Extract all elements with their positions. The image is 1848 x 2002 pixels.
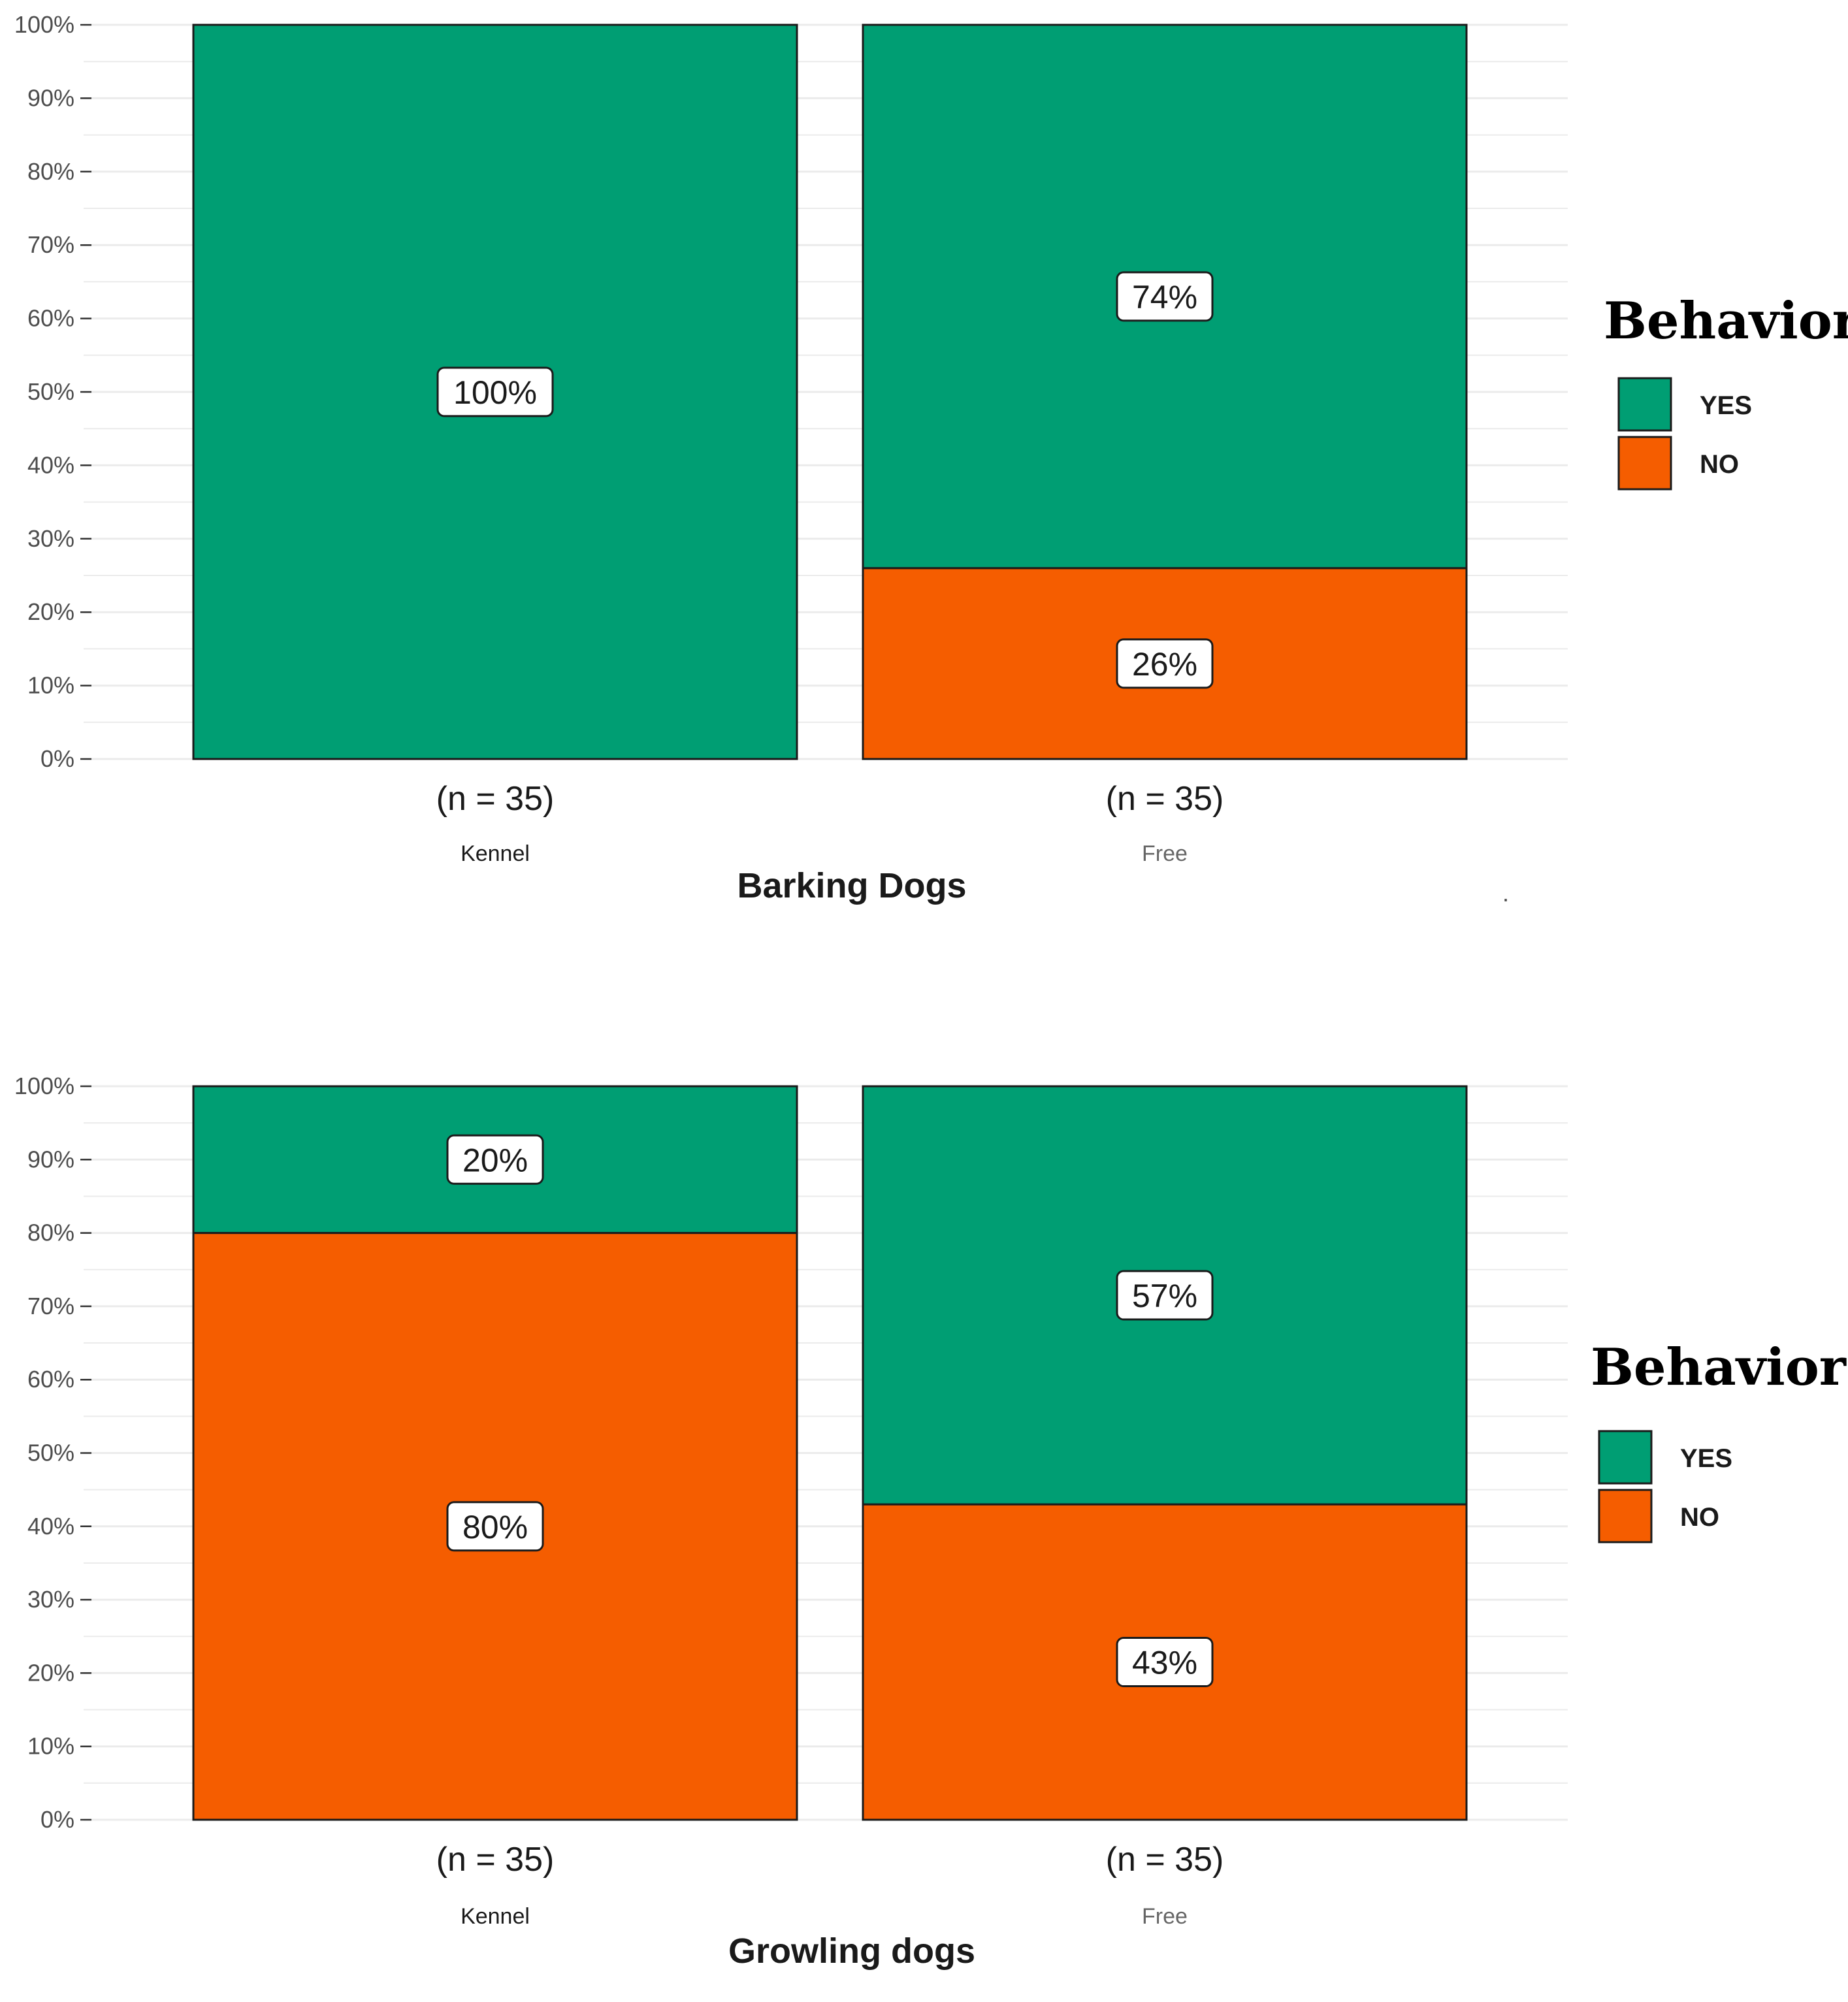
data-label-box xyxy=(446,1501,544,1552)
y-tick-label: 30% xyxy=(27,525,74,552)
x-axis-title: Barking Dogs xyxy=(737,866,966,905)
legend-label-no: NO xyxy=(1700,450,1739,479)
sample-size-label: (n = 35) xyxy=(1106,780,1224,818)
y-tick-label: 90% xyxy=(27,84,74,111)
legend-label-yes: YES xyxy=(1700,391,1752,420)
legend-key-yes xyxy=(1598,1430,1653,1485)
legend-key-no xyxy=(1598,1489,1653,1543)
legend-title: Behavior xyxy=(1591,1338,1847,1397)
annotation-dot: . xyxy=(1502,880,1509,907)
sample-size-label: (n = 35) xyxy=(436,1841,555,1879)
data-label-kennel-no: 80% xyxy=(462,1509,528,1545)
x-category-label: Kennel xyxy=(461,1904,530,1929)
legend-key-no xyxy=(1617,436,1672,491)
y-tick-label: 60% xyxy=(27,1366,74,1393)
chart-panel-2: 0% 10% 20% 30% 40% 50% 60% 70% 80% 90% 100% 80% 20% (… xyxy=(14,1073,1847,1971)
y-tick-label: 20% xyxy=(27,598,74,625)
data-label-box xyxy=(1116,271,1214,322)
data-label-free-yes: 74% xyxy=(1132,279,1197,315)
y-tick-label: 80% xyxy=(27,1219,74,1246)
x-axis-title: Growling dogs xyxy=(728,1931,975,1971)
data-label-kennel-yes: 100% xyxy=(453,374,537,411)
y-tick-label: 70% xyxy=(27,231,74,258)
y-tick-label: 40% xyxy=(27,1513,74,1540)
y-tick-label: 50% xyxy=(27,1440,74,1466)
y-tick-label: 30% xyxy=(27,1586,74,1613)
legend-label-yes: YES xyxy=(1680,1444,1732,1473)
data-label-box xyxy=(1116,1637,1214,1688)
data-label-free-yes: 57% xyxy=(1132,1278,1197,1314)
y-tick-label: 20% xyxy=(27,1659,74,1686)
data-label-kennel-yes: 20% xyxy=(462,1142,528,1178)
y-tick-label: 80% xyxy=(27,158,74,185)
y-tick-label: 90% xyxy=(27,1146,74,1172)
data-label-free-no: 26% xyxy=(1132,646,1197,683)
y-tick-label: 0% xyxy=(41,745,74,772)
legend: Behavior YES NO xyxy=(1591,1338,1847,1543)
legend: Behavior YES NO xyxy=(1604,291,1848,491)
legend-title: Behavior xyxy=(1604,291,1848,351)
y-tick-label: 100% xyxy=(14,1073,74,1099)
sample-size-label: (n = 35) xyxy=(1106,1841,1224,1879)
y-tick-label: 50% xyxy=(27,378,74,405)
sample-size-label: (n = 35) xyxy=(436,780,555,818)
legend-label-no: NO xyxy=(1680,1503,1719,1532)
y-axis: 0% 10% 20% 30% 40% 50% 60% 70% 80% 90% 100% xyxy=(14,1073,91,1833)
data-label-free-no: 43% xyxy=(1132,1645,1197,1681)
y-tick-label: 10% xyxy=(27,672,74,699)
x-category-label: Free xyxy=(1142,841,1188,866)
y-tick-label: 100% xyxy=(14,11,74,38)
legend-key-yes xyxy=(1617,377,1672,432)
y-tick-label: 0% xyxy=(41,1806,74,1833)
chart-panel-1: 0% 10% 20% 30% 40% 50% 60% 70% 80% 90% 100% 100% (n … xyxy=(14,11,1848,907)
y-tick-label: 60% xyxy=(27,305,74,332)
data-label-box xyxy=(436,366,554,417)
x-category-label: Kennel xyxy=(461,841,530,866)
data-label-box xyxy=(1116,638,1214,689)
x-category-label: Free xyxy=(1142,1904,1188,1929)
data-label-box xyxy=(446,1134,544,1185)
data-label-box xyxy=(1116,1270,1214,1321)
y-tick-label: 10% xyxy=(27,1733,74,1760)
y-axis: 0% 10% 20% 30% 40% 50% 60% 70% 80% 90% 100% xyxy=(14,11,91,772)
y-tick-label: 70% xyxy=(27,1293,74,1319)
y-tick-label: 40% xyxy=(27,451,74,478)
